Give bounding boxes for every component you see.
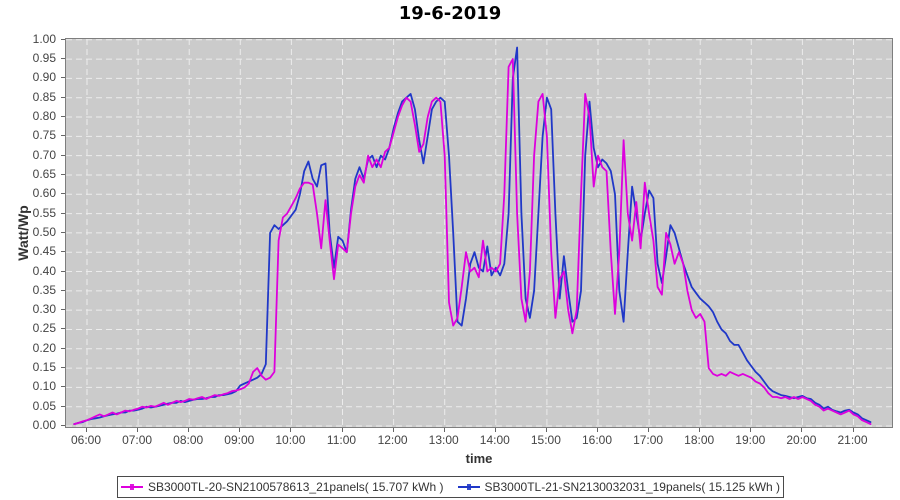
y-tick-mark — [61, 173, 65, 175]
y-tick-mark — [61, 425, 65, 426]
legend-line-swatch-blue — [457, 484, 480, 490]
x-tick-mark — [494, 428, 496, 432]
y-tick-mark — [61, 231, 65, 233]
y-tick-mark — [61, 347, 65, 349]
x-tick-label: 18:00 — [684, 433, 715, 447]
x-tick-label: 16:00 — [581, 433, 613, 447]
legend-item-series-0: SB3000TL-20-SN2100578613_21panels( 15.70… — [120, 480, 444, 494]
chart-title: 19-6-2019 — [398, 3, 502, 24]
y-tick-label: 0.10 — [32, 379, 56, 394]
y-tick-mark — [61, 116, 65, 118]
x-tick-label: 10:00 — [275, 433, 306, 447]
x-tick-mark — [750, 428, 752, 432]
x-tick-label: 14:00 — [479, 433, 510, 447]
y-tick-label: 0.60 — [32, 186, 56, 201]
x-tick-label: 08:00 — [173, 433, 204, 447]
x-tick-mark — [86, 428, 87, 432]
y-tick-label: 0.55 — [32, 205, 56, 220]
x-tick-mark — [392, 428, 394, 432]
y-tick-mark — [61, 289, 65, 291]
legend-label: SB3000TL-21-SN2130032031_19panels( 15.12… — [484, 480, 781, 494]
x-tick-label: 12:00 — [377, 433, 408, 447]
y-tick-label: 0.40 — [32, 263, 56, 278]
x-tick-label: 17:00 — [633, 433, 664, 447]
y-tick-mark — [61, 386, 65, 388]
y-tick-mark — [61, 328, 65, 330]
legend-box: SB3000TL-20-SN2100578613_21panels( 15.70… — [117, 476, 784, 498]
x-tick-label: 21:00 — [837, 433, 868, 447]
x-tick-mark — [443, 428, 445, 432]
legend-label: SB3000TL-20-SN2100578613_21panels( 15.70… — [147, 480, 444, 494]
x-tick-mark — [188, 428, 190, 432]
y-tick-mark — [61, 96, 65, 98]
x-tick-label: 20:00 — [786, 433, 817, 447]
series-line-0 — [73, 58, 872, 426]
x-tick-mark — [290, 428, 292, 432]
x-tick-label: 06:00 — [70, 433, 102, 447]
x-tick-label: 13:00 — [428, 433, 459, 447]
x-tick-label: 11:00 — [326, 433, 357, 447]
x-tick-mark — [699, 428, 701, 432]
x-tick-mark — [545, 428, 547, 432]
y-tick-mark — [61, 154, 65, 156]
legend-shape-marker — [466, 484, 471, 490]
y-tick-label: 0.50 — [32, 224, 56, 239]
y-tick-mark — [61, 77, 65, 79]
y-tick-label: 0.65 — [32, 166, 56, 181]
y-tick-label: 0.80 — [32, 109, 56, 124]
x-tick-mark — [648, 428, 650, 432]
y-tick-mark — [61, 193, 65, 195]
y-tick-mark — [61, 270, 65, 272]
y-tick-label: 1.00 — [32, 31, 56, 46]
y-tick-mark — [61, 251, 65, 253]
y-tick-label: 0.30 — [32, 302, 56, 317]
legend-shape-marker — [129, 484, 134, 490]
x-tick-label: 09:00 — [224, 433, 255, 447]
y-tick-label: 0.00 — [32, 418, 56, 432]
y-tick-mark — [61, 367, 65, 369]
y-tick-label: 0.95 — [32, 51, 56, 66]
y-tick-mark — [61, 309, 65, 311]
y-tick-label: 0.75 — [32, 128, 56, 143]
plot-svg — [66, 39, 892, 427]
y-tick-label: 0.90 — [32, 70, 56, 85]
y-tick-label: 0.70 — [32, 147, 56, 162]
y-tick-label: 0.05 — [32, 398, 56, 413]
y-tick-mark — [61, 405, 65, 407]
y-tick-label: 0.25 — [32, 321, 56, 336]
y-tick-label: 0.85 — [32, 89, 56, 104]
x-tick-label: 07:00 — [122, 433, 153, 447]
x-tick-mark — [137, 428, 139, 432]
y-tick-label: 0.35 — [32, 282, 56, 297]
legend-item-series-1: SB3000TL-21-SN2130032031_19panels( 15.12… — [457, 480, 781, 494]
x-tick-mark — [801, 428, 803, 432]
y-tick-mark — [61, 135, 65, 137]
y-tick-label: 0.15 — [32, 360, 56, 375]
plot-area — [65, 38, 893, 428]
x-tick-label: 15:00 — [530, 433, 561, 447]
legend-line-swatch-magenta — [120, 484, 143, 490]
x-tick-mark — [239, 428, 241, 432]
x-tick-label: 19:00 — [735, 433, 766, 447]
x-tick-mark — [341, 428, 343, 432]
y-tick-mark — [61, 212, 65, 214]
x-tick-mark — [852, 428, 854, 432]
y-tick-mark — [61, 38, 65, 40]
y-tick-label: 0.20 — [32, 340, 56, 355]
y-tick-label: 0.45 — [32, 244, 56, 259]
y-tick-mark — [61, 58, 65, 60]
x-tick-mark — [597, 428, 598, 432]
x-axis-title: time — [465, 451, 493, 466]
